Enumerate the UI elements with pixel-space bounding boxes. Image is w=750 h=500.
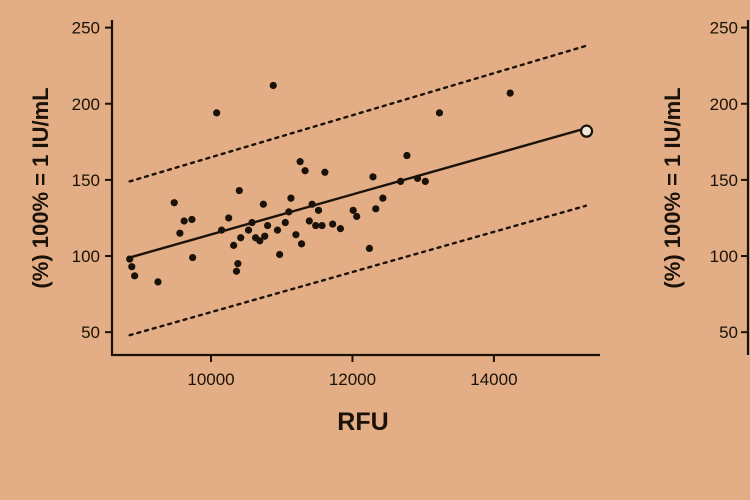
data-point bbox=[506, 89, 514, 97]
x-tick-label: 10000 bbox=[187, 370, 234, 389]
data-point bbox=[234, 260, 242, 268]
data-point bbox=[237, 234, 245, 242]
data-point bbox=[403, 151, 411, 160]
bound-line-lower bbox=[128, 204, 588, 337]
data-point bbox=[353, 212, 361, 221]
y-tick-label: 150 bbox=[72, 171, 100, 190]
data-point bbox=[230, 241, 238, 249]
data-point bbox=[170, 199, 178, 207]
y-tick-label: 200 bbox=[72, 95, 100, 114]
bound-line-upper bbox=[128, 44, 588, 183]
data-point bbox=[131, 272, 139, 280]
data-point bbox=[188, 215, 196, 224]
data-point bbox=[396, 177, 405, 186]
data-point bbox=[281, 218, 289, 227]
left-panel: 50 100 150 200 250 10000 12000 14000 RFU (%) 1… bbox=[28, 19, 600, 436]
data-point bbox=[213, 109, 221, 117]
open-data-point bbox=[579, 124, 594, 138]
data-point bbox=[421, 177, 429, 186]
left-panel-y-ticks: 50 100 150 200 250 bbox=[72, 19, 112, 342]
data-point bbox=[435, 109, 444, 117]
data-point bbox=[232, 267, 241, 275]
right-panel-y-axis-title: (%) 100% = 1 IU/mL bbox=[660, 87, 685, 288]
data-point bbox=[305, 217, 313, 225]
data-point bbox=[312, 221, 320, 230]
left-panel-x-ticks: 10000 12000 14000 bbox=[187, 355, 518, 389]
data-point bbox=[336, 225, 345, 233]
data-point bbox=[292, 231, 300, 239]
data-point bbox=[314, 206, 323, 214]
data-point bbox=[301, 167, 309, 175]
y-tick-label: 150 bbox=[710, 171, 738, 190]
data-point bbox=[225, 214, 233, 222]
data-point bbox=[365, 244, 374, 253]
data-point bbox=[189, 253, 197, 262]
data-point bbox=[296, 158, 304, 166]
data-point bbox=[379, 194, 387, 202]
x-tick-label: 12000 bbox=[329, 370, 376, 389]
data-point bbox=[369, 173, 377, 181]
left-panel-y-axis-title: (%) 100% = 1 IU/mL bbox=[28, 87, 53, 288]
data-point bbox=[154, 278, 162, 286]
y-tick-label: 100 bbox=[710, 247, 738, 266]
y-tick-label: 50 bbox=[719, 323, 738, 342]
y-tick-label: 50 bbox=[81, 323, 100, 342]
data-point bbox=[126, 255, 134, 263]
y-tick-label: 100 bbox=[72, 247, 100, 266]
regression-line bbox=[129, 126, 587, 259]
data-point bbox=[176, 229, 184, 237]
data-point bbox=[321, 168, 329, 176]
data-point bbox=[318, 221, 326, 230]
right-panel-y-ticks: 50 100 150 200 250 bbox=[710, 19, 748, 342]
data-point bbox=[180, 217, 188, 225]
data-point bbox=[261, 232, 269, 240]
data-point bbox=[248, 218, 256, 227]
data-point bbox=[218, 226, 226, 234]
fit-line bbox=[129, 126, 587, 259]
data-point bbox=[308, 200, 316, 208]
data-point bbox=[273, 226, 282, 234]
y-tick-label: 200 bbox=[710, 95, 738, 114]
data-point bbox=[413, 174, 422, 182]
data-point bbox=[235, 186, 243, 195]
right-panel: 50 100 150 200 250 (%) 100% = 1 IU/mL bbox=[660, 19, 750, 355]
data-point bbox=[259, 200, 267, 208]
data-point bbox=[263, 221, 272, 230]
data-point bbox=[285, 208, 293, 216]
data-point bbox=[349, 206, 357, 214]
left-panel-x-axis-title: RFU bbox=[337, 408, 388, 436]
y-tick-label: 250 bbox=[72, 19, 100, 38]
data-points bbox=[126, 81, 594, 286]
data-point bbox=[256, 237, 264, 245]
data-point bbox=[128, 263, 136, 271]
data-point bbox=[269, 81, 277, 90]
prediction-bounds bbox=[128, 44, 588, 337]
data-point bbox=[329, 220, 337, 228]
data-point bbox=[372, 205, 380, 213]
data-point bbox=[276, 250, 284, 259]
y-tick-label: 250 bbox=[710, 19, 738, 38]
data-point bbox=[297, 240, 306, 248]
data-point bbox=[244, 226, 253, 234]
x-tick-label: 14000 bbox=[470, 370, 517, 389]
data-point bbox=[287, 194, 295, 202]
